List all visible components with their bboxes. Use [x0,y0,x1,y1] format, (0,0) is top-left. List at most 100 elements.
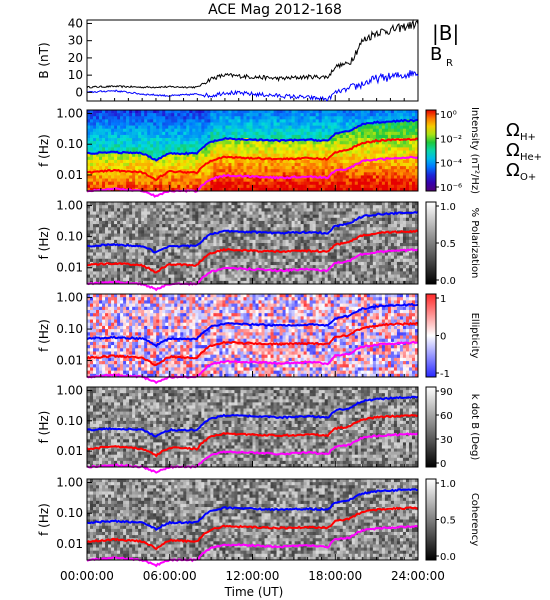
heatmap-cell [273,208,277,212]
heatmap-cell [252,150,256,154]
heatmap-cell [207,134,211,139]
heatmap-cell [222,265,226,269]
heatmap-cell [363,169,368,173]
heatmap-cell [243,153,247,158]
heatmap-cell [405,184,410,189]
heatmap-cell [120,277,124,282]
heatmap-cell [153,172,157,176]
heatmap-cell [138,271,142,275]
heatmap-cell [276,255,280,260]
heatmap-cell [345,122,350,126]
heatmap-cell [87,230,91,234]
heatmap-cell [363,110,368,114]
heatmap-cell [201,181,205,186]
heatmap-cell [231,233,235,237]
heatmap-cell [201,162,205,167]
heatmap-cell [264,217,268,222]
heatmap-cell [285,224,289,228]
heatmap-cell [153,214,157,219]
heatmap-cell [192,214,196,219]
heatmap-cell [270,258,274,263]
heatmap-cell [411,153,416,158]
heatmap-cell [96,128,100,133]
heatmap-cell [129,277,133,282]
heatmap-cell [159,230,163,234]
heatmap-cell [291,236,295,241]
heatmap-cell [132,134,136,139]
heatmap-cell [297,252,301,256]
heatmap-cell [96,224,100,228]
heatmap-cell [150,274,154,278]
heatmap-cell [243,202,247,206]
heatmap-cell [135,268,139,272]
heatmap-cell [303,252,307,256]
heatmap-cell [123,175,127,179]
heatmap-cell [138,181,142,186]
heatmap-cell [372,147,377,151]
heatmap-cell [132,110,136,114]
heatmap-cell [126,141,130,145]
heatmap-cell [354,147,359,151]
heatmap-cell [381,181,386,186]
heatmap-cell [117,224,121,228]
heatmap-cell [318,169,323,173]
heatmap-cell [135,211,139,215]
heatmap-cell [147,113,151,117]
heatmap-cell [252,280,256,285]
heatmap-cell [99,202,103,206]
heatmap-cell [165,239,169,244]
heatmap-cell [375,125,380,129]
heatmap-cell [393,162,398,167]
heatmap-cell [141,236,145,241]
heatmap-cell [201,125,205,129]
heatmap-cell [201,246,205,250]
heatmap-cell [105,162,109,167]
heatmap-cell [258,220,262,225]
heatmap-cell [117,147,121,151]
heatmap-cell [177,138,181,142]
heatmap-cell [138,178,142,182]
heatmap-cell [129,217,133,222]
heatmap-cell [345,144,350,148]
heatmap-cell [171,113,175,117]
heatmap-cell [324,169,329,173]
heatmap-cell [360,181,365,186]
heatmap-cell [354,181,359,186]
heatmap-cell [123,113,127,117]
heatmap-cell [267,252,271,256]
heatmap-cell [339,113,344,117]
heatmap-cell [393,141,398,145]
heatmap-cell [324,113,329,117]
heatmap-cell [231,144,235,148]
heatmap-cell [162,144,166,148]
heatmap-cell [369,125,374,129]
heatmap-cells [87,110,419,192]
heatmap-cell [339,181,344,186]
heatmap-cell [324,261,329,266]
heatmap-cell [390,187,395,192]
heatmap-cell [297,233,301,237]
heatmap-cell [192,175,196,179]
heatmap-cell [261,122,265,126]
heatmap-cell [177,233,181,237]
heatmap-cell [327,144,332,148]
heatmap-cell [87,184,91,189]
heatmap-cell [177,230,181,234]
heatmap-cell [288,261,292,266]
heatmap-cell [147,125,151,129]
heatmap-cell [147,110,151,114]
heatmap-cell [177,113,181,117]
heatmap-cell [180,172,184,176]
heatmap-cell [312,261,316,266]
heatmap-cell [132,277,136,282]
heatmap-cell [351,181,356,186]
heatmap-cell [318,150,323,154]
heatmap-cell [225,113,229,117]
heatmap-cell [216,236,220,241]
heatmap-cell [189,181,193,186]
heatmap-cell [384,153,389,158]
heatmap-cell [351,110,356,114]
heatmap-cell [285,187,289,192]
heatmap-cell [177,208,181,212]
heatmap-cell [372,134,377,139]
